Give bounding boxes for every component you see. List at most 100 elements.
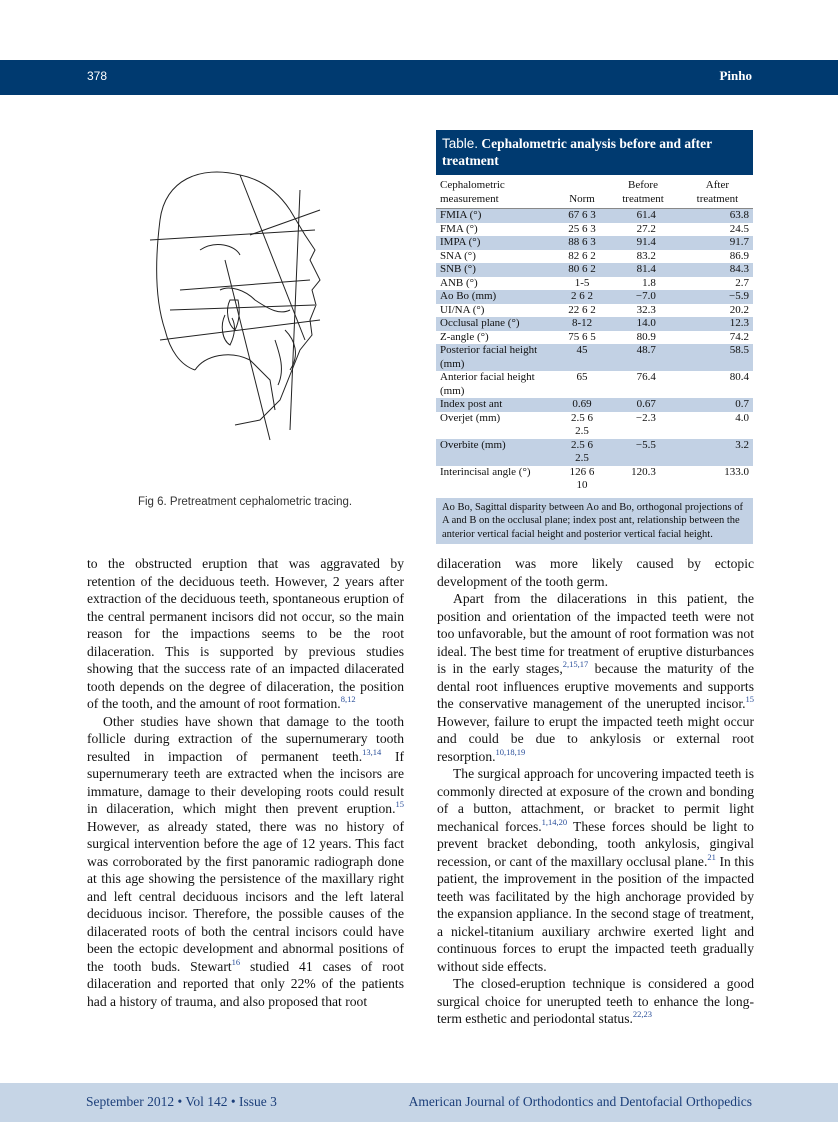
paragraph: Apart from the dilacerations in this pat…: [437, 590, 754, 765]
table-cell: 76.4: [636, 371, 656, 383]
citation-ref[interactable]: 13,14: [362, 746, 382, 757]
table-row: Overbite (mm) 2.5 6 2.5 −5.5 3.2: [436, 438, 753, 466]
table-cell: 65: [576, 371, 588, 383]
table-label: Table.: [442, 136, 479, 151]
text-run: These forces should be light to prevent …: [437, 818, 754, 869]
table-cell: 22 6 2: [568, 303, 596, 316]
text-run: The surgical approach for uncovering imp…: [437, 766, 754, 834]
table-cell: Overbite (mm): [436, 438, 560, 466]
table-cell: 86.9: [729, 249, 749, 262]
table-cell: 4.0: [735, 411, 749, 424]
citation-ref[interactable]: 21: [707, 851, 716, 862]
column-header: After treatment: [681, 179, 753, 209]
paragraph: The surgical approach for uncovering imp…: [437, 765, 754, 975]
table-row: IMPA (°) 88 6 3 91.4 91.7: [436, 236, 753, 250]
issue-info: September 2012 • Vol 142 • Issue 3: [86, 1094, 277, 1109]
table-cell: 84.3: [681, 263, 753, 277]
column-header: Before treatment: [604, 179, 682, 209]
citation-ref[interactable]: 15: [745, 694, 755, 704]
table-cell: 27.2: [636, 222, 656, 235]
text-run: Apart from the dilacerations in this pat…: [437, 591, 754, 676]
citation-ref[interactable]: 15: [395, 799, 405, 809]
table-cell: 58.5: [681, 344, 753, 371]
table-cell: 0.67: [604, 398, 682, 412]
table-cell: 14.0: [604, 317, 682, 331]
table-cell: 82 6 2: [568, 249, 596, 262]
table-cell: IMPA (°): [436, 236, 560, 250]
table-cell: 61.4: [604, 208, 682, 223]
table-cell: 1.8: [642, 276, 656, 289]
table-cell: 83.2: [636, 249, 656, 262]
table-row: UI/NA (°) 22 6 2 32.3 20.2: [436, 304, 753, 318]
page-number: 378: [87, 69, 108, 83]
table-cell: Occlusal plane (°): [436, 317, 560, 331]
table-cell: −7.0: [604, 290, 682, 304]
table-cell: Ao Bo (mm): [436, 290, 560, 304]
table-row: Ao Bo (mm) 2 6 2 −7.0 −5.9: [436, 290, 753, 304]
body-column-left: to the obstructed eruption that was aggr…: [87, 555, 404, 1010]
table-row: Posterior facial height (mm) 45 48.7 58.5: [436, 344, 753, 371]
citation-ref[interactable]: 10,18,19: [495, 746, 526, 757]
table-cell: 75 6 5: [568, 330, 596, 343]
table-row: Z-angle (°) 75 6 5 80.9 74.2: [436, 331, 753, 345]
table-footnote: Ao Bo, Sagittal disparity between Ao and…: [436, 497, 753, 544]
text-run: However, as already stated, there was no…: [87, 818, 404, 974]
running-header: 378 Pinho: [0, 60, 838, 95]
citation-ref[interactable]: 8,12: [340, 694, 356, 704]
table-row: Index post ant 0.69 0.67 0.7: [436, 398, 753, 412]
table-row: Overjet (mm) 2.5 6 2.5 −2.3 4.0: [436, 412, 753, 439]
table-cell: Z-angle (°): [440, 330, 489, 343]
table-title: Table. Cephalometric analysis before and…: [436, 130, 753, 175]
table-cell: 80.4: [729, 371, 749, 383]
text-run: The closed-eruption technique is conside…: [437, 976, 754, 1026]
citation-ref[interactable]: 2,15,17: [562, 659, 589, 669]
table-cell: 45: [559, 344, 605, 371]
body-column-right: dilaceration was more likely caused by e…: [437, 555, 754, 1028]
table-cell: 2.7: [735, 276, 749, 289]
paragraph: Other studies have shown that damage to …: [87, 713, 404, 1011]
citation-ref[interactable]: 1,14,20: [541, 816, 568, 827]
table-cell: 67 6 3: [559, 208, 605, 223]
table-cell: 0.7: [681, 398, 753, 412]
table-cell: Overjet (mm): [440, 411, 501, 424]
citation-ref[interactable]: 16: [231, 956, 241, 967]
table-cell: 74.2: [729, 330, 749, 343]
text-run: to the obstructed eruption that was aggr…: [87, 556, 404, 711]
table-row: FMIA (°) 67 6 3 61.4 63.8: [436, 208, 753, 223]
table-cell: 126 6 10: [569, 465, 595, 492]
citation-ref[interactable]: 22,23: [632, 1009, 653, 1019]
paragraph: The closed-eruption technique is conside…: [437, 975, 754, 1028]
paragraph: to the obstructed eruption that was aggr…: [87, 555, 404, 713]
table-cell: 91.7: [681, 236, 753, 250]
table-cell: 25 6 3: [568, 222, 596, 235]
text-run: If supernumerary teeth are extracted whe…: [87, 748, 405, 817]
text-run: dilaceration was more likely caused by e…: [437, 556, 754, 589]
table-row: FMA (°) 25 6 3 27.2 24.5: [436, 223, 753, 237]
table-cell: FMIA (°): [436, 208, 560, 223]
table-cell: UI/NA (°): [440, 303, 485, 316]
table-cell: Interincisal angle (°): [440, 465, 531, 478]
text-run: because the maturity of the dental root …: [437, 661, 754, 711]
running-author: Pinho: [719, 68, 752, 83]
table-row: Anterior facial height (mm) 65 76.4 80.4: [436, 371, 753, 398]
cephalometric-tracing-figure: [149, 171, 321, 441]
paragraph: dilaceration was more likely caused by e…: [437, 555, 754, 590]
table-cell: 80 6 2: [559, 263, 605, 277]
table-cell: 63.8: [681, 208, 753, 223]
table-cell: 2.5 6 2.5: [559, 438, 605, 466]
table-cell: −2.3: [635, 411, 656, 424]
table-title-text: Cephalometric analysis before and after …: [442, 136, 712, 168]
table-cell: 1-5: [574, 276, 590, 289]
table-cell: Anterior facial height (mm): [440, 371, 535, 397]
table-cell: 2 6 2: [559, 290, 605, 304]
table-cell: 32.3: [636, 303, 656, 316]
table-cell: 120.3: [631, 465, 656, 478]
table-cell: ANB (°): [440, 276, 478, 289]
table-row: SNA (°) 82 6 2 83.2 86.9: [436, 250, 753, 264]
text-run: In this patient, the improvement in the …: [437, 853, 754, 974]
figure-caption: Fig 6. Pretreatment cephalometric tracin…: [137, 496, 353, 508]
text-run: However, failure to erupt the impacted t…: [437, 713, 754, 764]
table-cell: 88 6 3: [559, 236, 605, 250]
table-cell: 80.9: [636, 330, 656, 343]
table-cell: 0.69: [559, 398, 605, 412]
